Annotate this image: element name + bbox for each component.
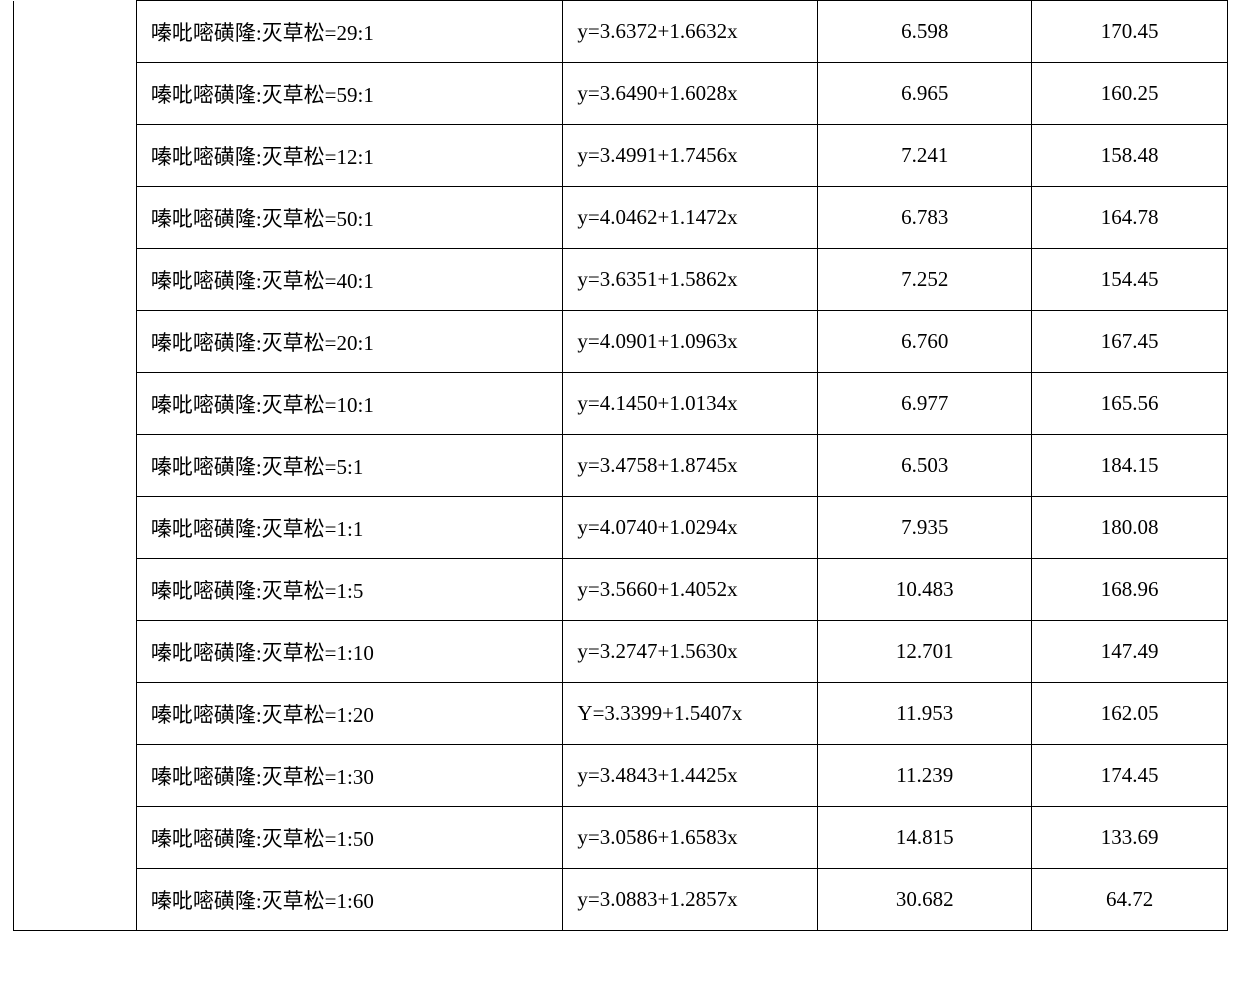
table-row: 嗪吡嘧磺隆:灭草松=1:20 Y=3.3399+1.5407x 11.953 1… xyxy=(14,683,1228,745)
equation-cell: y=3.2747+1.5630x xyxy=(563,621,818,683)
value1-cell: 6.977 xyxy=(818,373,1032,435)
equation-cell: y=3.6351+1.5862x xyxy=(563,249,818,311)
value1-cell: 14.815 xyxy=(818,807,1032,869)
value2-cell: 147.49 xyxy=(1032,621,1228,683)
table-row: 嗪吡嘧磺隆:灭草松=1:60 y=3.0883+1.2857x 30.682 6… xyxy=(14,869,1228,931)
equation-cell: y=3.0883+1.2857x xyxy=(563,869,818,931)
ratio-cell: 嗪吡嘧磺隆:灭草松=50:1 xyxy=(136,187,563,249)
ratio-cell: 嗪吡嘧磺隆:灭草松=1:50 xyxy=(136,807,563,869)
value1-cell: 6.503 xyxy=(818,435,1032,497)
value2-cell: 174.45 xyxy=(1032,745,1228,807)
equation-cell: y=4.0901+1.0963x xyxy=(563,311,818,373)
equation-cell: y=3.5660+1.4052x xyxy=(563,559,818,621)
equation-cell: y=4.1450+1.0134x xyxy=(563,373,818,435)
table-row: 嗪吡嘧磺隆:灭草松=1:5 y=3.5660+1.4052x 10.483 16… xyxy=(14,559,1228,621)
equation-cell: y=3.4758+1.8745x xyxy=(563,435,818,497)
ratio-cell: 嗪吡嘧磺隆:灭草松=40:1 xyxy=(136,249,563,311)
value2-cell: 164.78 xyxy=(1032,187,1228,249)
ratio-cell: 嗪吡嘧磺隆:灭草松=1:60 xyxy=(136,869,563,931)
ratio-cell: 嗪吡嘧磺隆:灭草松=5:1 xyxy=(136,435,563,497)
equation-cell: y=4.0462+1.1472x xyxy=(563,187,818,249)
table-row: 嗪吡嘧磺隆:灭草松=29:1 y=3.6372+1.6632x 6.598 17… xyxy=(14,1,1228,63)
table-row: 嗪吡嘧磺隆:灭草松=1:1 y=4.0740+1.0294x 7.935 180… xyxy=(14,497,1228,559)
table-row: 嗪吡嘧磺隆:灭草松=59:1 y=3.6490+1.6028x 6.965 16… xyxy=(14,63,1228,125)
value2-cell: 168.96 xyxy=(1032,559,1228,621)
value2-cell: 170.45 xyxy=(1032,1,1228,63)
ratio-cell: 嗪吡嘧磺隆:灭草松=20:1 xyxy=(136,311,563,373)
value1-cell: 10.483 xyxy=(818,559,1032,621)
value2-cell: 162.05 xyxy=(1032,683,1228,745)
group-cell xyxy=(14,1,137,931)
value2-cell: 165.56 xyxy=(1032,373,1228,435)
equation-cell: y=3.4843+1.4425x xyxy=(563,745,818,807)
equation-cell: y=3.6372+1.6632x xyxy=(563,1,818,63)
ratio-cell: 嗪吡嘧磺隆:灭草松=1:10 xyxy=(136,621,563,683)
value1-cell: 6.598 xyxy=(818,1,1032,63)
table-row: 嗪吡嘧磺隆:灭草松=50:1 y=4.0462+1.1472x 6.783 16… xyxy=(14,187,1228,249)
value2-cell: 64.72 xyxy=(1032,869,1228,931)
value2-cell: 184.15 xyxy=(1032,435,1228,497)
value2-cell: 167.45 xyxy=(1032,311,1228,373)
value1-cell: 6.760 xyxy=(818,311,1032,373)
table-row: 嗪吡嘧磺隆:灭草松=10:1 y=4.1450+1.0134x 6.977 16… xyxy=(14,373,1228,435)
table-row: 嗪吡嘧磺隆:灭草松=5:1 y=3.4758+1.8745x 6.503 184… xyxy=(14,435,1228,497)
equation-cell: y=3.6490+1.6028x xyxy=(563,63,818,125)
table-row: 嗪吡嘧磺隆:灭草松=1:10 y=3.2747+1.5630x 12.701 1… xyxy=(14,621,1228,683)
ratio-cell: 嗪吡嘧磺隆:灭草松=12:1 xyxy=(136,125,563,187)
equation-cell: Y=3.3399+1.5407x xyxy=(563,683,818,745)
data-table: 嗪吡嘧磺隆:灭草松=29:1 y=3.6372+1.6632x 6.598 17… xyxy=(13,0,1228,931)
ratio-cell: 嗪吡嘧磺隆:灭草松=10:1 xyxy=(136,373,563,435)
value1-cell: 11.953 xyxy=(818,683,1032,745)
value1-cell: 7.935 xyxy=(818,497,1032,559)
value2-cell: 160.25 xyxy=(1032,63,1228,125)
table-row: 嗪吡嘧磺隆:灭草松=40:1 y=3.6351+1.5862x 7.252 15… xyxy=(14,249,1228,311)
table-row: 嗪吡嘧磺隆:灭草松=1:30 y=3.4843+1.4425x 11.239 1… xyxy=(14,745,1228,807)
table-row: 嗪吡嘧磺隆:灭草松=20:1 y=4.0901+1.0963x 6.760 16… xyxy=(14,311,1228,373)
value2-cell: 154.45 xyxy=(1032,249,1228,311)
value1-cell: 11.239 xyxy=(818,745,1032,807)
value1-cell: 7.252 xyxy=(818,249,1032,311)
ratio-cell: 嗪吡嘧磺隆:灭草松=1:5 xyxy=(136,559,563,621)
equation-cell: y=3.4991+1.7456x xyxy=(563,125,818,187)
value1-cell: 12.701 xyxy=(818,621,1032,683)
value1-cell: 6.783 xyxy=(818,187,1032,249)
value1-cell: 30.682 xyxy=(818,869,1032,931)
ratio-cell: 嗪吡嘧磺隆:灭草松=1:20 xyxy=(136,683,563,745)
table-row: 嗪吡嘧磺隆:灭草松=12:1 y=3.4991+1.7456x 7.241 15… xyxy=(14,125,1228,187)
value2-cell: 133.69 xyxy=(1032,807,1228,869)
value2-cell: 158.48 xyxy=(1032,125,1228,187)
value1-cell: 7.241 xyxy=(818,125,1032,187)
ratio-cell: 嗪吡嘧磺隆:灭草松=1:1 xyxy=(136,497,563,559)
equation-cell: y=3.0586+1.6583x xyxy=(563,807,818,869)
equation-cell: y=4.0740+1.0294x xyxy=(563,497,818,559)
table-body: 嗪吡嘧磺隆:灭草松=29:1 y=3.6372+1.6632x 6.598 17… xyxy=(14,1,1228,931)
value2-cell: 180.08 xyxy=(1032,497,1228,559)
ratio-cell: 嗪吡嘧磺隆:灭草松=29:1 xyxy=(136,1,563,63)
table-row: 嗪吡嘧磺隆:灭草松=1:50 y=3.0586+1.6583x 14.815 1… xyxy=(14,807,1228,869)
value1-cell: 6.965 xyxy=(818,63,1032,125)
ratio-cell: 嗪吡嘧磺隆:灭草松=59:1 xyxy=(136,63,563,125)
ratio-cell: 嗪吡嘧磺隆:灭草松=1:30 xyxy=(136,745,563,807)
